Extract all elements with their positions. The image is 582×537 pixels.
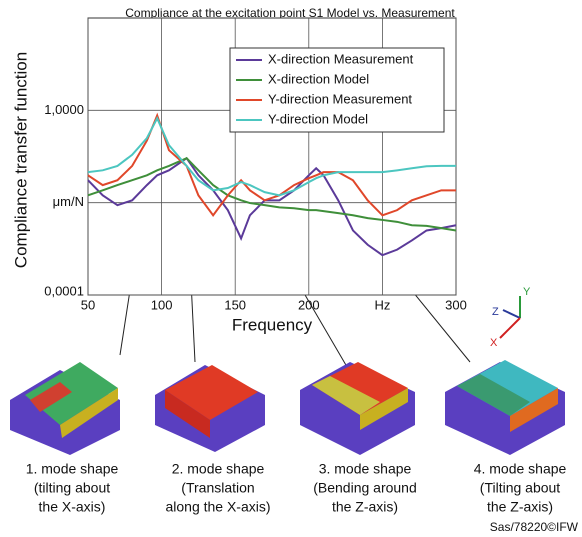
legend-label: Y-direction Model	[268, 111, 368, 126]
mode-caption: (Tilting about	[480, 480, 561, 496]
mode-caption: the Z-axis)	[332, 499, 398, 515]
mode-caption: along the X-axis)	[165, 499, 270, 515]
mode-caption: the X-axis)	[39, 499, 106, 515]
x-tick-label: Hz	[374, 297, 390, 312]
mode-caption: 1. mode shape	[26, 461, 119, 477]
credit: Sas/78220©IFW	[490, 520, 579, 534]
mode-caption: 2. mode shape	[172, 461, 265, 477]
mode-shape-3	[300, 362, 415, 455]
x-tick-label: 200	[298, 297, 320, 312]
y-tick-label: μm/N	[53, 194, 84, 209]
x-tick-label: 300	[445, 297, 467, 312]
axis-x-label: X	[490, 337, 498, 349]
axis-triad: Y Z X	[490, 286, 531, 349]
axis-y-label: Y	[523, 286, 531, 298]
y-axis-label: Compliance transfer function	[11, 52, 30, 268]
mode-shape-2	[155, 365, 265, 452]
mode-caption: (Bending around	[313, 480, 417, 496]
mode-caption: 4. mode shape	[474, 461, 567, 477]
x-axis-label: Frequency	[232, 315, 313, 334]
legend-label: Y-direction Measurement	[268, 91, 412, 106]
legend: X-direction Measurement X-direction Model…	[230, 48, 444, 132]
x-tick-label: 100	[151, 297, 173, 312]
figure: Compliance at the excitation point S1 Mo…	[0, 0, 582, 537]
chart: Compliance at the excitation point S1 Mo…	[0, 0, 582, 537]
mode-shape-1	[10, 362, 120, 455]
mode-caption: (Translation	[181, 480, 254, 496]
y-tick-label: 0,0001	[44, 283, 84, 298]
mode-caption: 3. mode shape	[319, 461, 412, 477]
mode-shape-4	[445, 360, 565, 455]
axis-z-label: Z	[492, 306, 499, 318]
x-tick-label: 50	[81, 297, 95, 312]
mode-caption: the Z-axis)	[487, 499, 553, 515]
legend-label: X-direction Measurement	[268, 51, 414, 66]
x-tick-label: 150	[224, 297, 246, 312]
y-tick-label: 1,0000	[44, 102, 84, 117]
legend-label: X-direction Model	[268, 71, 369, 86]
mode-caption: (tilting about	[34, 480, 110, 496]
